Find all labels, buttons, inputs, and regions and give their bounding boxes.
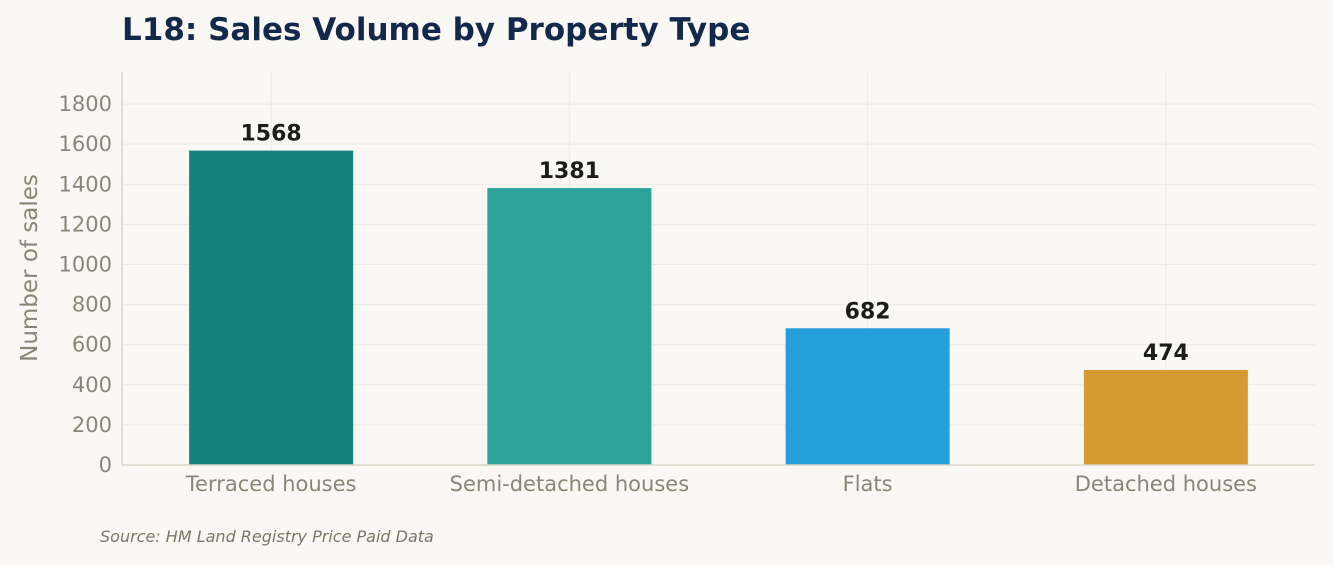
chart-title: L18: Sales Volume by Property Type [122,12,751,48]
x-tick-label: Flats [843,472,893,496]
y-tick-label: 1600 [59,132,112,156]
bar-value-label: 1568 [241,122,302,147]
y-tick-label: 400 [72,373,112,397]
x-tick-label: Semi-detached houses [450,472,690,496]
y-tick-label: 1200 [59,212,112,236]
y-tick-label: 600 [72,333,112,357]
bar-value-label: 474 [1143,341,1189,366]
y-tick-label: 200 [72,413,112,437]
y-tick-label: 800 [72,293,112,317]
y-tick-label: 1800 [59,92,112,116]
bar-value-label: 682 [845,299,891,324]
bars [189,150,1248,466]
y-tick-label: 1400 [59,172,112,196]
bar-value-label: 1381 [539,159,600,184]
y-tick-label: 1000 [59,252,112,276]
bar [785,328,950,465]
bar [1083,369,1248,465]
axes [121,72,1315,466]
labels: 0 200 400 600 800 1000 1200 1400 1600 1800 1568 Ter… [59,92,1257,496]
x-tick-label: Terraced houses [185,472,357,496]
y-axis-title: Number of sales [17,174,43,362]
source-note: Source: HM Land Registry Price Paid Data [100,527,434,546]
y-tick-label: 0 [99,453,112,477]
bar [189,150,354,465]
bar [487,188,652,466]
x-tick-label: Detached houses [1075,472,1257,496]
